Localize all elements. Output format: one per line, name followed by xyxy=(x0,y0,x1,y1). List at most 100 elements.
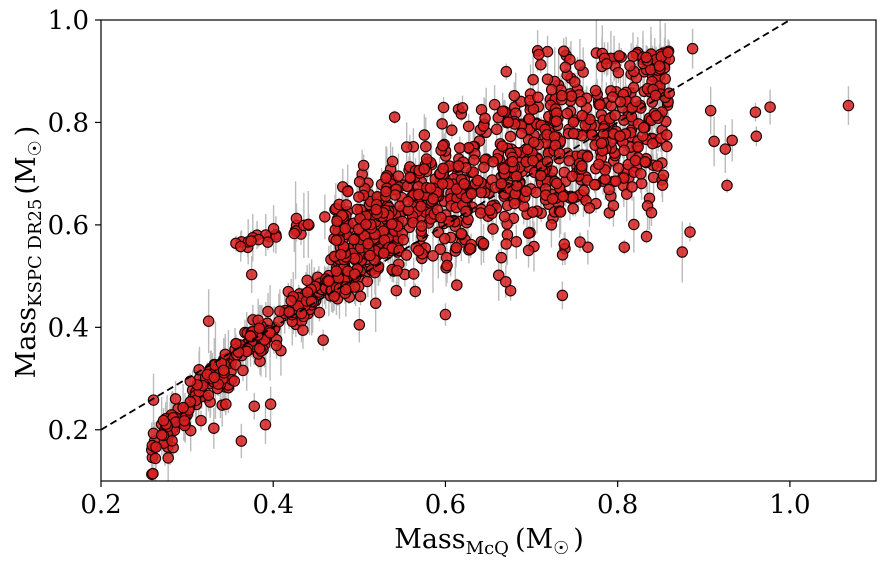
data-point xyxy=(455,227,468,240)
data-point xyxy=(535,169,547,182)
data-point xyxy=(661,140,673,153)
data-point xyxy=(450,241,463,254)
data-point xyxy=(603,183,615,196)
data-point xyxy=(237,364,249,377)
data-point xyxy=(704,104,717,117)
data-point xyxy=(624,59,636,72)
data-point xyxy=(149,452,162,465)
data-point xyxy=(726,134,738,147)
data-point xyxy=(462,120,475,133)
data-point xyxy=(588,178,601,191)
data-point xyxy=(412,244,425,257)
data-point xyxy=(662,46,674,59)
data-point xyxy=(400,141,413,153)
data-point xyxy=(719,143,732,155)
data-point xyxy=(618,144,630,157)
data-point xyxy=(488,98,501,111)
data-point xyxy=(166,435,178,447)
x-tick-label: 0.2 xyxy=(80,490,121,520)
data-point xyxy=(627,50,639,63)
data-point xyxy=(434,243,447,255)
data-point xyxy=(506,155,519,168)
data-point xyxy=(566,191,579,204)
data-point xyxy=(495,251,508,264)
data-point xyxy=(583,202,596,214)
data-point xyxy=(437,162,449,175)
data-point xyxy=(490,123,503,136)
data-point xyxy=(676,246,688,258)
data-point xyxy=(397,234,410,246)
data-point xyxy=(228,375,241,387)
data-point xyxy=(576,109,588,122)
data-point xyxy=(407,268,420,280)
data-point xyxy=(230,337,242,350)
data-point xyxy=(657,169,670,181)
data-point xyxy=(400,249,413,261)
data-point xyxy=(446,124,458,136)
data-point xyxy=(354,290,367,303)
data-point xyxy=(409,285,422,298)
data-point xyxy=(380,185,392,198)
data-point xyxy=(649,89,662,102)
data-point xyxy=(574,236,586,248)
data-point xyxy=(392,170,405,182)
data-point xyxy=(262,305,274,318)
data-point xyxy=(527,154,539,167)
data-point xyxy=(147,394,160,406)
data-point xyxy=(528,136,540,149)
data-point xyxy=(567,116,580,128)
data-point xyxy=(253,342,266,355)
data-point xyxy=(532,91,544,103)
data-point xyxy=(561,107,573,120)
data-point xyxy=(484,204,496,217)
data-point xyxy=(202,389,215,401)
data-point xyxy=(370,203,382,216)
data-point xyxy=(305,295,318,308)
data-point xyxy=(244,330,257,342)
data-point xyxy=(660,129,673,141)
data-point xyxy=(472,174,484,187)
data-point xyxy=(427,250,439,262)
data-point xyxy=(612,66,625,79)
data-point xyxy=(437,101,450,114)
data-point xyxy=(550,115,563,127)
data-point xyxy=(220,398,232,410)
data-point xyxy=(632,141,644,153)
data-point xyxy=(386,218,398,230)
data-point xyxy=(556,289,569,302)
data-point xyxy=(635,168,647,180)
data-point xyxy=(610,175,622,187)
data-point xyxy=(418,163,430,175)
data-point xyxy=(569,76,581,88)
data-point xyxy=(202,315,215,327)
data-point xyxy=(177,401,189,414)
data-point xyxy=(348,233,360,246)
data-point xyxy=(504,130,517,143)
data-point xyxy=(500,275,512,288)
data-point xyxy=(554,206,567,218)
data-point xyxy=(498,163,510,175)
data-point xyxy=(438,232,451,245)
data-point xyxy=(686,42,699,55)
data-point xyxy=(609,109,621,122)
data-point xyxy=(541,155,554,168)
y-tick-label: 0.2 xyxy=(48,416,89,446)
x-axis-label-unit-sub: ☉ xyxy=(553,538,569,559)
data-point xyxy=(178,415,191,427)
data-point xyxy=(208,422,220,434)
data-point xyxy=(500,65,513,78)
data-point xyxy=(150,441,162,453)
data-point xyxy=(270,339,283,352)
data-point xyxy=(420,153,433,165)
data-point xyxy=(575,95,587,108)
data-point xyxy=(404,171,416,184)
data-point xyxy=(593,158,605,171)
data-point xyxy=(245,235,257,247)
y-axis-ticks: 0.2 0.4 0.6 0.8 1.0 xyxy=(48,6,101,446)
data-point xyxy=(502,116,515,128)
data-point xyxy=(390,284,403,297)
data-point xyxy=(640,230,653,243)
data-point xyxy=(589,84,602,97)
y-axis-label-main: Mass xyxy=(11,307,42,378)
data-point xyxy=(234,240,247,253)
